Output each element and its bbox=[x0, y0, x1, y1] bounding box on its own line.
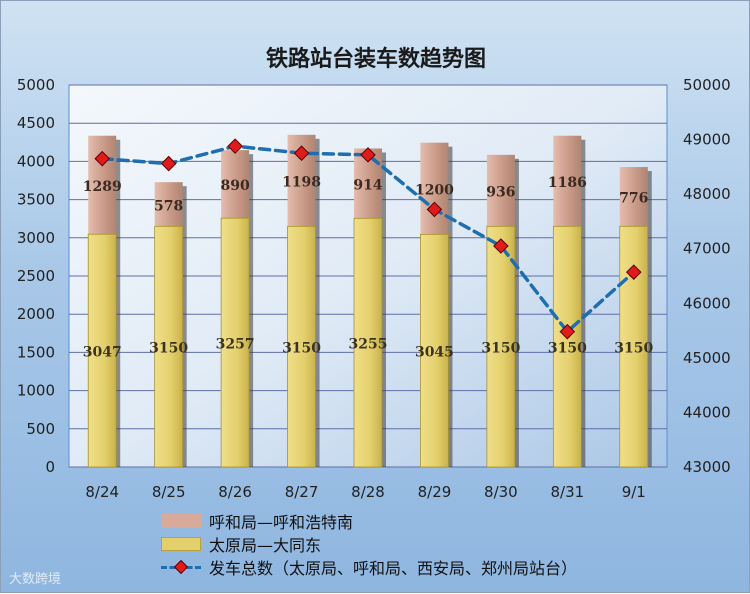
legend: 呼和局—呼和浩特南 太原局—大同东 发车总数（太原局、呼和局、西安局、郑州局站台… bbox=[161, 509, 577, 578]
data-label-huhe: 914 bbox=[353, 177, 382, 193]
data-label-huhe: 890 bbox=[220, 178, 249, 194]
x-tick-label: 8/27 bbox=[285, 483, 319, 501]
y-left-tick-label: 2500 bbox=[17, 267, 55, 285]
legend-label-huhe: 呼和局—呼和浩特南 bbox=[209, 512, 354, 532]
legend-item-taiyuan: 太原局—大同东 bbox=[161, 532, 577, 555]
data-label-taiyuan: 3150 bbox=[614, 341, 653, 357]
data-label-taiyuan: 3047 bbox=[83, 345, 122, 361]
bar-taiyuan bbox=[353, 217, 383, 468]
x-tick-label: 8/26 bbox=[218, 483, 252, 501]
y-right-tick-label: 44000 bbox=[683, 403, 731, 421]
data-label-huhe: 936 bbox=[486, 185, 515, 201]
legend-swatch-taiyuan bbox=[161, 536, 201, 551]
x-tick-label: 8/30 bbox=[484, 483, 518, 501]
legend-label-taiyuan: 太原局—大同东 bbox=[209, 535, 322, 555]
data-label-huhe: 776 bbox=[619, 191, 648, 207]
x-tick-label: 8/25 bbox=[152, 483, 186, 501]
bar-taiyuan bbox=[287, 225, 316, 468]
legend-swatch-huhe bbox=[161, 513, 201, 528]
y-left-tick-label: 5000 bbox=[17, 76, 55, 94]
y-right-tick-label: 45000 bbox=[683, 349, 731, 367]
y-left-tick-label: 500 bbox=[26, 420, 55, 438]
y-left-tick-label: 2000 bbox=[17, 305, 55, 323]
y-right-tick-label: 50000 bbox=[683, 76, 731, 94]
data-label-taiyuan: 3255 bbox=[349, 337, 388, 353]
data-label-taiyuan: 3257 bbox=[216, 337, 255, 353]
y-left-tick-label: 3000 bbox=[17, 229, 55, 247]
x-tick-label: 8/28 bbox=[351, 483, 385, 501]
line-marker bbox=[559, 323, 576, 340]
y-left-tick-label: 0 bbox=[45, 458, 55, 476]
legend-label-total: 发车总数（太原局、呼和局、西安局、郑州局站台） bbox=[209, 558, 578, 578]
y-left-tick-label: 4500 bbox=[17, 114, 55, 132]
bar-huhe bbox=[553, 135, 582, 227]
data-label-huhe: 1200 bbox=[415, 183, 454, 199]
data-label-taiyuan: 3150 bbox=[282, 341, 321, 357]
bar-huhe bbox=[619, 167, 648, 227]
data-label-huhe: 1186 bbox=[548, 175, 587, 191]
bar-taiyuan bbox=[220, 217, 250, 468]
x-tick-label: 8/31 bbox=[550, 483, 584, 501]
line-marker bbox=[293, 145, 310, 161]
line-marker bbox=[160, 155, 177, 172]
data-label-taiyuan: 3150 bbox=[481, 341, 520, 357]
bar-huhe bbox=[420, 142, 449, 235]
legend-item-huhe: 呼和局—呼和浩特南 bbox=[161, 509, 577, 532]
data-label-huhe: 578 bbox=[154, 198, 183, 214]
watermark: 大数跨境 bbox=[9, 572, 62, 587]
x-tick-label: 8/24 bbox=[85, 483, 119, 501]
y-right-tick-label: 47000 bbox=[683, 240, 731, 258]
y-left-tick-label: 4000 bbox=[17, 152, 55, 170]
data-label-taiyuan: 3150 bbox=[149, 341, 188, 357]
data-label-taiyuan: 3045 bbox=[415, 345, 454, 361]
line-marker bbox=[227, 138, 243, 154]
data-label-huhe: 1289 bbox=[83, 179, 122, 195]
bar-taiyuan bbox=[486, 225, 516, 468]
y-left-tick-label: 3500 bbox=[17, 191, 55, 209]
line-marker bbox=[94, 150, 111, 167]
y-left-tick-label: 1500 bbox=[17, 343, 55, 361]
line-marker bbox=[426, 201, 443, 218]
bar-huhe bbox=[221, 150, 250, 219]
data-label-taiyuan: 3150 bbox=[548, 341, 587, 357]
legend-item-total: 发车总数（太原局、呼和局、西安局、郑州局站台） bbox=[161, 555, 577, 578]
y-right-tick-label: 46000 bbox=[683, 294, 731, 312]
bar-huhe bbox=[154, 182, 183, 227]
y-right-tick-label: 43000 bbox=[683, 458, 731, 476]
legend-swatch-total-line bbox=[161, 560, 201, 574]
bar-taiyuan bbox=[420, 233, 449, 468]
x-tick-label: 9/1 bbox=[622, 483, 646, 501]
line-marker bbox=[360, 147, 376, 163]
y-right-tick-label: 49000 bbox=[683, 131, 731, 149]
y-left-tick-label: 1000 bbox=[17, 382, 55, 400]
bar-taiyuan bbox=[154, 225, 184, 468]
data-label-huhe: 1198 bbox=[282, 175, 321, 191]
y-right-tick-label: 48000 bbox=[683, 185, 731, 203]
bar-huhe bbox=[486, 154, 515, 227]
bar-taiyuan bbox=[552, 225, 582, 468]
bar-taiyuan bbox=[87, 233, 117, 468]
chart-title: 铁路站台装车数趋势图 bbox=[265, 47, 486, 72]
x-tick-label: 8/29 bbox=[418, 483, 452, 501]
line-marker bbox=[493, 238, 509, 254]
line-marker bbox=[625, 264, 642, 280]
line-total bbox=[100, 144, 636, 335]
